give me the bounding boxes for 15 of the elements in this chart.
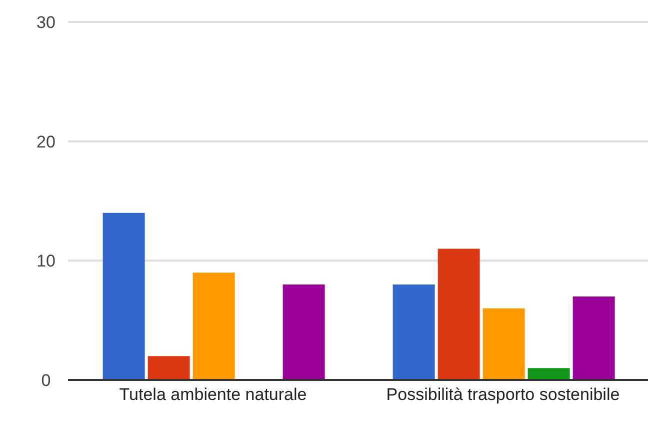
bar [528,368,570,380]
bar [148,356,190,380]
y-tick-label: 0 [41,371,51,390]
bar [192,272,235,380]
bar [482,308,525,380]
bar [282,284,325,380]
bar [102,212,145,380]
y-tick-label: 10 [36,252,56,271]
x-tick-label: Tutela ambiente naturale [119,385,307,404]
y-tick-label: 20 [36,132,56,152]
y-tick-label: 30 [36,13,56,32]
bar [438,248,480,380]
bar [572,296,615,380]
x-tick-label: Possibilità trasporto sostenibile [386,385,620,404]
bar [392,284,435,380]
